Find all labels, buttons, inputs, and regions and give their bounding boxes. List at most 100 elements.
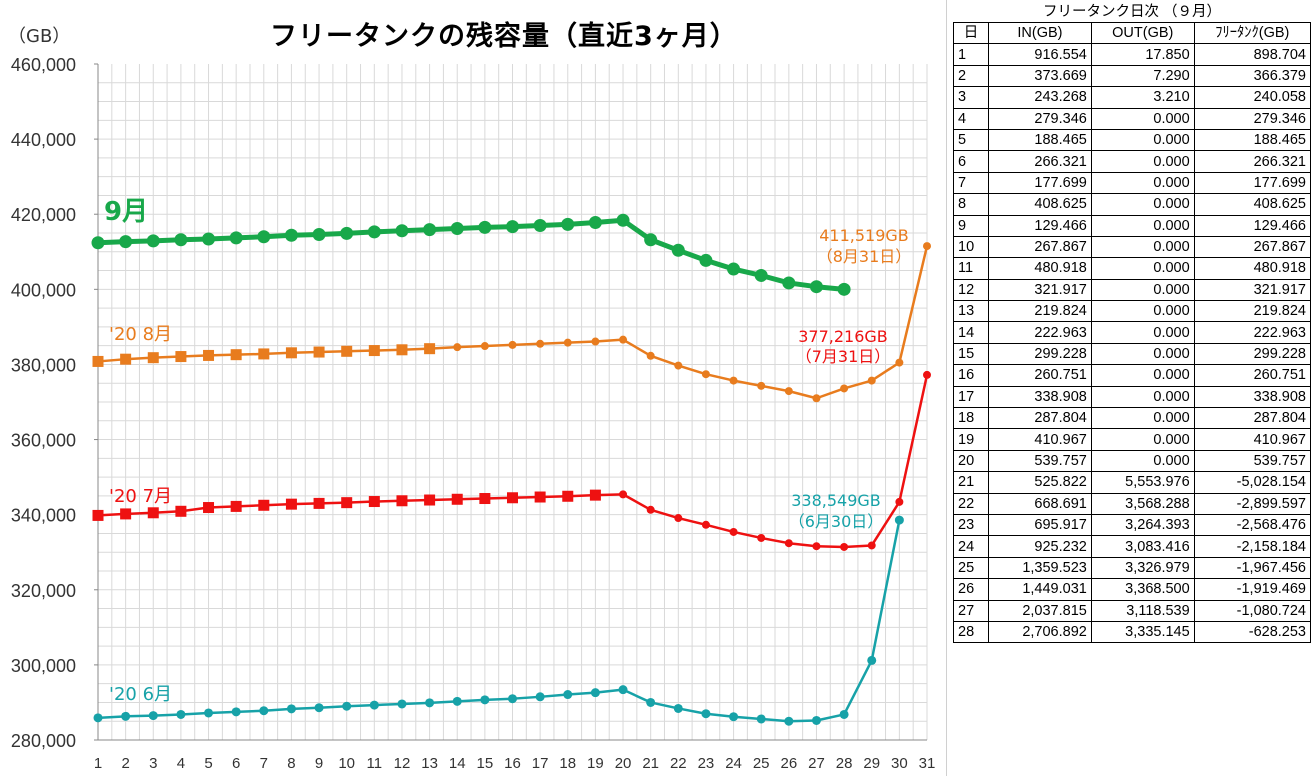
data-point (313, 346, 325, 358)
cell-out: 0.000 (1090, 321, 1195, 344)
cell-in: 480.918 (988, 257, 1092, 280)
x-tick-label: 4 (177, 755, 185, 772)
data-point (757, 533, 766, 542)
cell-out: 0.000 (1090, 171, 1195, 195)
y-tick-label: 460,000 (11, 55, 76, 75)
data-point (756, 714, 766, 724)
y-tick-label: 320,000 (11, 581, 76, 601)
cell-day: 17 (953, 385, 989, 409)
cell-out: 0.000 (1090, 364, 1195, 387)
cell-in: 287.804 (988, 407, 1092, 430)
data-point (146, 234, 160, 248)
x-tick-label: 7 (260, 755, 268, 772)
cell-free-tank: 299.228 (1193, 342, 1312, 366)
x-tick-label: 22 (670, 755, 687, 772)
series-label-june: '20 6月 (109, 684, 172, 705)
cell-free-tank: -1,919.469 (1193, 578, 1312, 601)
cell-free-tank: -5,028.154 (1193, 471, 1312, 494)
cell-in: 219.824 (988, 300, 1092, 323)
data-point (727, 262, 741, 276)
data-point (147, 352, 159, 364)
data-point (588, 215, 602, 229)
x-tick-label: 15 (477, 755, 494, 772)
cell-day: 12 (953, 278, 989, 302)
data-point (452, 696, 462, 706)
table-row: 4 279.346 0.000 279.346 (953, 107, 1312, 130)
data-point (699, 253, 713, 267)
cell-free-tank: -1,080.724 (1193, 599, 1312, 622)
x-tick-label: 13 (421, 755, 438, 772)
table-row: 25 1,359.523 3,326.979 -1,967.456 (953, 556, 1312, 580)
cell-out: 0.000 (1090, 214, 1195, 237)
cell-in: 129.466 (988, 214, 1092, 237)
data-point (506, 220, 519, 234)
cell-day: 19 (953, 428, 989, 451)
table-row: 24 925.232 3,083.416 -2,158.184 (953, 535, 1312, 558)
data-point (231, 707, 241, 717)
cell-out: 0.000 (1090, 407, 1195, 430)
cell-out: 5,553.976 (1090, 471, 1195, 494)
data-point (480, 695, 490, 705)
cell-free-tank: 177.699 (1193, 171, 1312, 195)
cell-in: 279.346 (988, 107, 1092, 130)
y-tick-label: 300,000 (11, 656, 76, 676)
data-point (812, 394, 821, 403)
data-point (701, 520, 710, 529)
cell-in: 925.232 (988, 535, 1092, 558)
cell-in: 525.822 (988, 471, 1092, 494)
cell-day: 13 (953, 300, 989, 323)
data-point (257, 230, 271, 244)
y-tick-label: 420,000 (11, 205, 76, 225)
cell-free-tank: 338.908 (1193, 385, 1312, 409)
x-tick-label: 17 (532, 755, 549, 772)
table-row: 22 668.691 3,568.288 -2,899.597 (953, 492, 1312, 515)
series-line (97, 519, 901, 723)
cell-in: 668.691 (988, 492, 1092, 515)
data-point (923, 242, 931, 251)
data-point (839, 709, 849, 719)
data-point (840, 384, 849, 393)
cell-in: 222.963 (988, 321, 1092, 344)
data-point (589, 489, 601, 501)
table-row: 5 188.465 0.000 188.465 (953, 128, 1312, 152)
cell-out: 3,264.393 (1090, 513, 1195, 537)
cell-free-tank: 222.963 (1193, 321, 1312, 344)
data-point (258, 499, 270, 511)
cell-out: 3.210 (1090, 86, 1195, 109)
data-point (812, 542, 821, 551)
table-row: 27 2,037.815 3,118.539 -1,080.724 (953, 599, 1312, 622)
cell-free-tank: 188.465 (1193, 128, 1312, 152)
table-row: 28 2,706.892 3,335.145 -628.253 (953, 620, 1312, 644)
cell-in: 373.669 (988, 64, 1092, 88)
cell-free-tank: 410.967 (1193, 428, 1312, 451)
data-point (674, 361, 683, 370)
data-point (174, 233, 188, 247)
data-point (91, 236, 105, 250)
cell-day: 9 (953, 214, 989, 237)
x-tick-label: 3 (149, 755, 157, 772)
cell-day: 24 (953, 535, 989, 558)
data-point (479, 493, 491, 505)
data-point (646, 505, 655, 514)
data-point (397, 699, 407, 709)
table-row: 16 260.751 0.000 260.751 (953, 364, 1312, 387)
data-point (619, 335, 628, 344)
data-point (175, 505, 187, 517)
y-tick-label: 280,000 (11, 731, 76, 751)
x-tick-label: 27 (808, 755, 825, 772)
data-point (840, 542, 849, 551)
data-point (895, 497, 904, 506)
data-point (176, 709, 186, 719)
cell-in: 188.465 (988, 128, 1092, 152)
x-tick-label: 16 (504, 755, 521, 772)
data-point (533, 218, 547, 232)
cell-in: 299.228 (988, 342, 1092, 366)
table-row: 6 266.321 0.000 266.321 (953, 150, 1312, 173)
table-row: 14 222.963 0.000 222.963 (953, 321, 1312, 344)
cell-in: 1,449.031 (988, 578, 1092, 601)
cell-in: 916.554 (988, 43, 1092, 66)
data-point (202, 232, 216, 246)
cell-in: 2,706.892 (988, 620, 1092, 644)
cell-in: 177.699 (988, 171, 1092, 195)
cell-day: 21 (953, 471, 989, 494)
